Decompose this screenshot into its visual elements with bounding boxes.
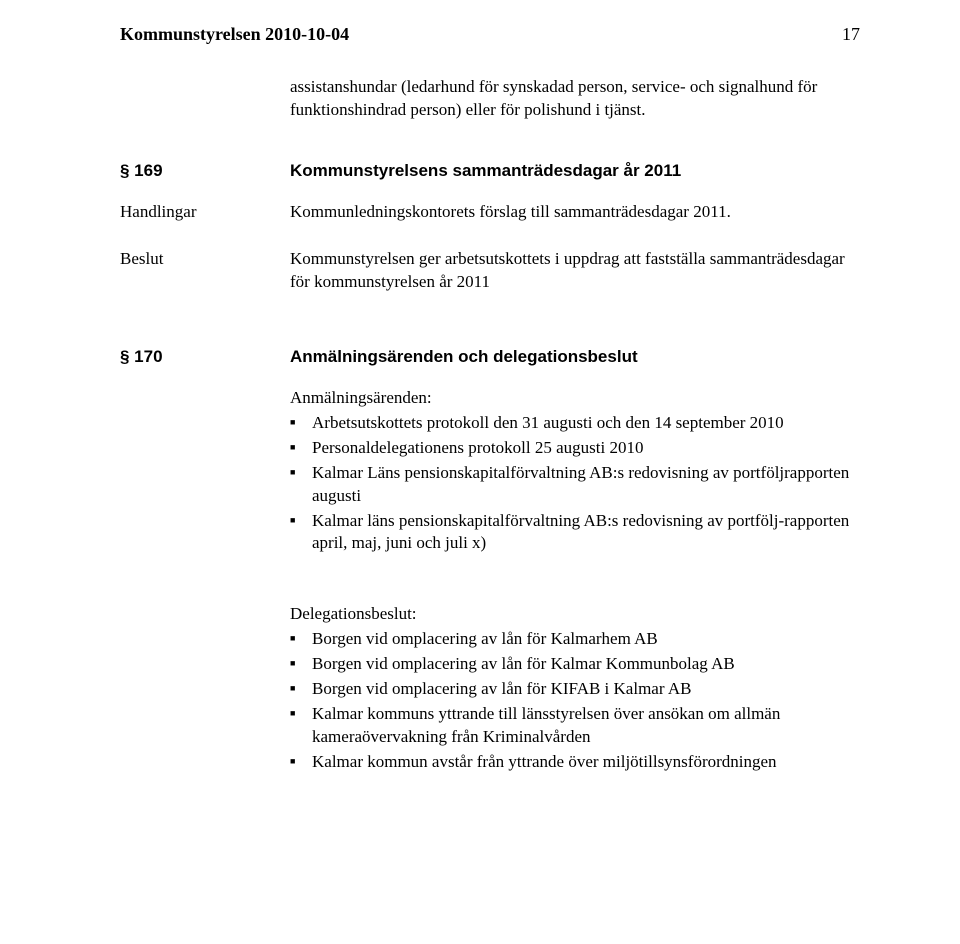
section-169-handlingar: Handlingar Kommunledningskontorets försl…: [120, 201, 860, 238]
section-169-number: § 169: [120, 161, 163, 180]
section-170-deleg: Delegationsbeslut: Borgen vid omplacerin…: [120, 603, 860, 776]
page-number: 17: [842, 22, 860, 46]
beslut-label: Beslut: [120, 249, 163, 268]
deleg-list: Borgen vid omplacering av lån för Kalmar…: [290, 628, 860, 774]
list-item: Borgen vid omplacering av lån för KIFAB …: [290, 678, 860, 701]
page-header: Kommunstyrelsen 2010-10-04 17: [120, 22, 860, 46]
handlingar-text: Kommunledningskontorets förslag till sam…: [290, 201, 860, 224]
list-item: Kalmar kommuns yttrande till länsstyrels…: [290, 703, 860, 749]
list-item: Kalmar kommun avstår från yttrande över …: [290, 751, 860, 774]
anmal-heading: Anmälningsärenden:: [290, 387, 860, 410]
section-170-title: Anmälningsärenden och delegationsbeslut: [290, 347, 638, 366]
list-item: Kalmar läns pensionskapitalförvaltning A…: [290, 510, 860, 556]
section-170-number: § 170: [120, 347, 163, 366]
section-169-header: § 169 Kommunstyrelsens sammanträdesdagar…: [120, 160, 860, 183]
anmal-list: Arbetsutskottets protokoll den 31 august…: [290, 412, 860, 556]
list-item: Arbetsutskottets protokoll den 31 august…: [290, 412, 860, 435]
section-170-header: § 170 Anmälningsärenden och delegationsb…: [120, 346, 860, 369]
list-item: Borgen vid omplacering av lån för Kalmar…: [290, 653, 860, 676]
deleg-heading: Delegationsbeslut:: [290, 603, 860, 626]
section-169-title: Kommunstyrelsens sammanträdesdagar år 20…: [290, 161, 681, 180]
section-169-beslut: Beslut Kommunstyrelsen ger arbetsutskott…: [120, 248, 860, 308]
list-item: Borgen vid omplacering av lån för Kalmar…: [290, 628, 860, 651]
list-item: Personaldelegationens protokoll 25 augus…: [290, 437, 860, 460]
header-title: Kommunstyrelsen 2010-10-04: [120, 22, 349, 46]
beslut-text: Kommunstyrelsen ger arbetsutskottets i u…: [290, 248, 860, 294]
handlingar-label: Handlingar: [120, 202, 196, 221]
section-170-anmal: Anmälningsärenden: Arbetsutskottets prot…: [120, 387, 860, 558]
intro-paragraph: assistanshundar (ledarhund för synskadad…: [290, 76, 860, 122]
list-item: Kalmar Läns pensionskapitalförvaltning A…: [290, 462, 860, 508]
